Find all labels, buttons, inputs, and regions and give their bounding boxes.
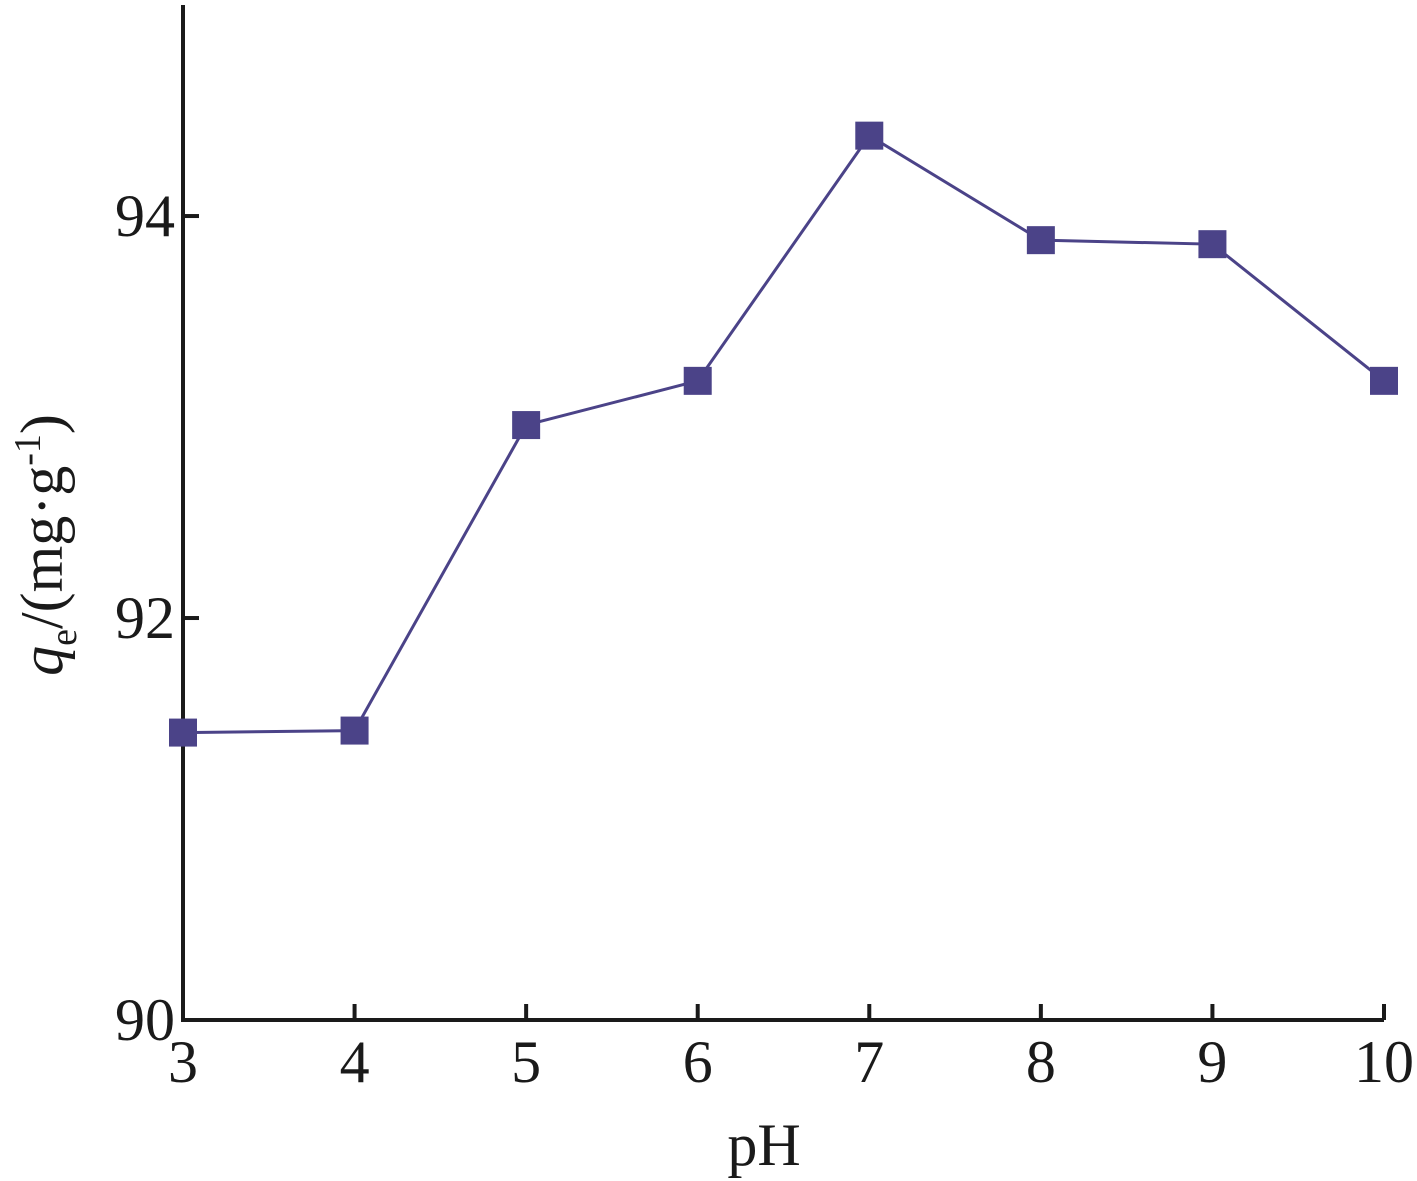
x-axis-title: pH xyxy=(727,1112,800,1178)
x-tick-label: 5 xyxy=(511,1029,541,1095)
y-tick-label: 90 xyxy=(115,987,175,1053)
y-ticks: 90 92 94 xyxy=(115,183,199,1053)
series-marker xyxy=(340,716,369,745)
series-marker xyxy=(169,718,197,747)
series-line xyxy=(182,133,1385,735)
series-group xyxy=(169,121,1398,747)
x-tick-label: 8 xyxy=(1026,1029,1056,1095)
x-tick-label: 6 xyxy=(683,1029,713,1095)
y-axis-title-unit-prefix: /(mg·g xyxy=(9,466,75,629)
series-marker xyxy=(683,366,712,395)
series-marker xyxy=(1198,230,1227,259)
series-marker xyxy=(855,121,884,150)
y-axis-title-superscript: -1 xyxy=(7,434,49,466)
y-axis-title-subscript: e xyxy=(43,629,85,646)
series-marker xyxy=(1026,226,1055,255)
y-axis-title-unit-suffix: ) xyxy=(9,414,75,434)
x-tick-label: 3 xyxy=(168,1029,198,1095)
axes xyxy=(181,5,1384,1022)
x-tick-label: 10 xyxy=(1354,1029,1414,1095)
y-tick-label: 94 xyxy=(115,183,175,249)
series-marker xyxy=(1370,366,1398,395)
y-axis-title: qe/(mg·g-1) xyxy=(7,414,85,676)
y-axis-title-symbol: q xyxy=(9,646,75,676)
x-ticks: 3 4 5 6 7 8 9 10 xyxy=(168,1004,1414,1095)
x-tick-label: 4 xyxy=(340,1029,370,1095)
x-tick-label: 7 xyxy=(854,1029,884,1095)
series-marker xyxy=(512,411,541,440)
x-tick-label: 9 xyxy=(1197,1029,1227,1095)
y-tick-label: 92 xyxy=(115,585,175,651)
